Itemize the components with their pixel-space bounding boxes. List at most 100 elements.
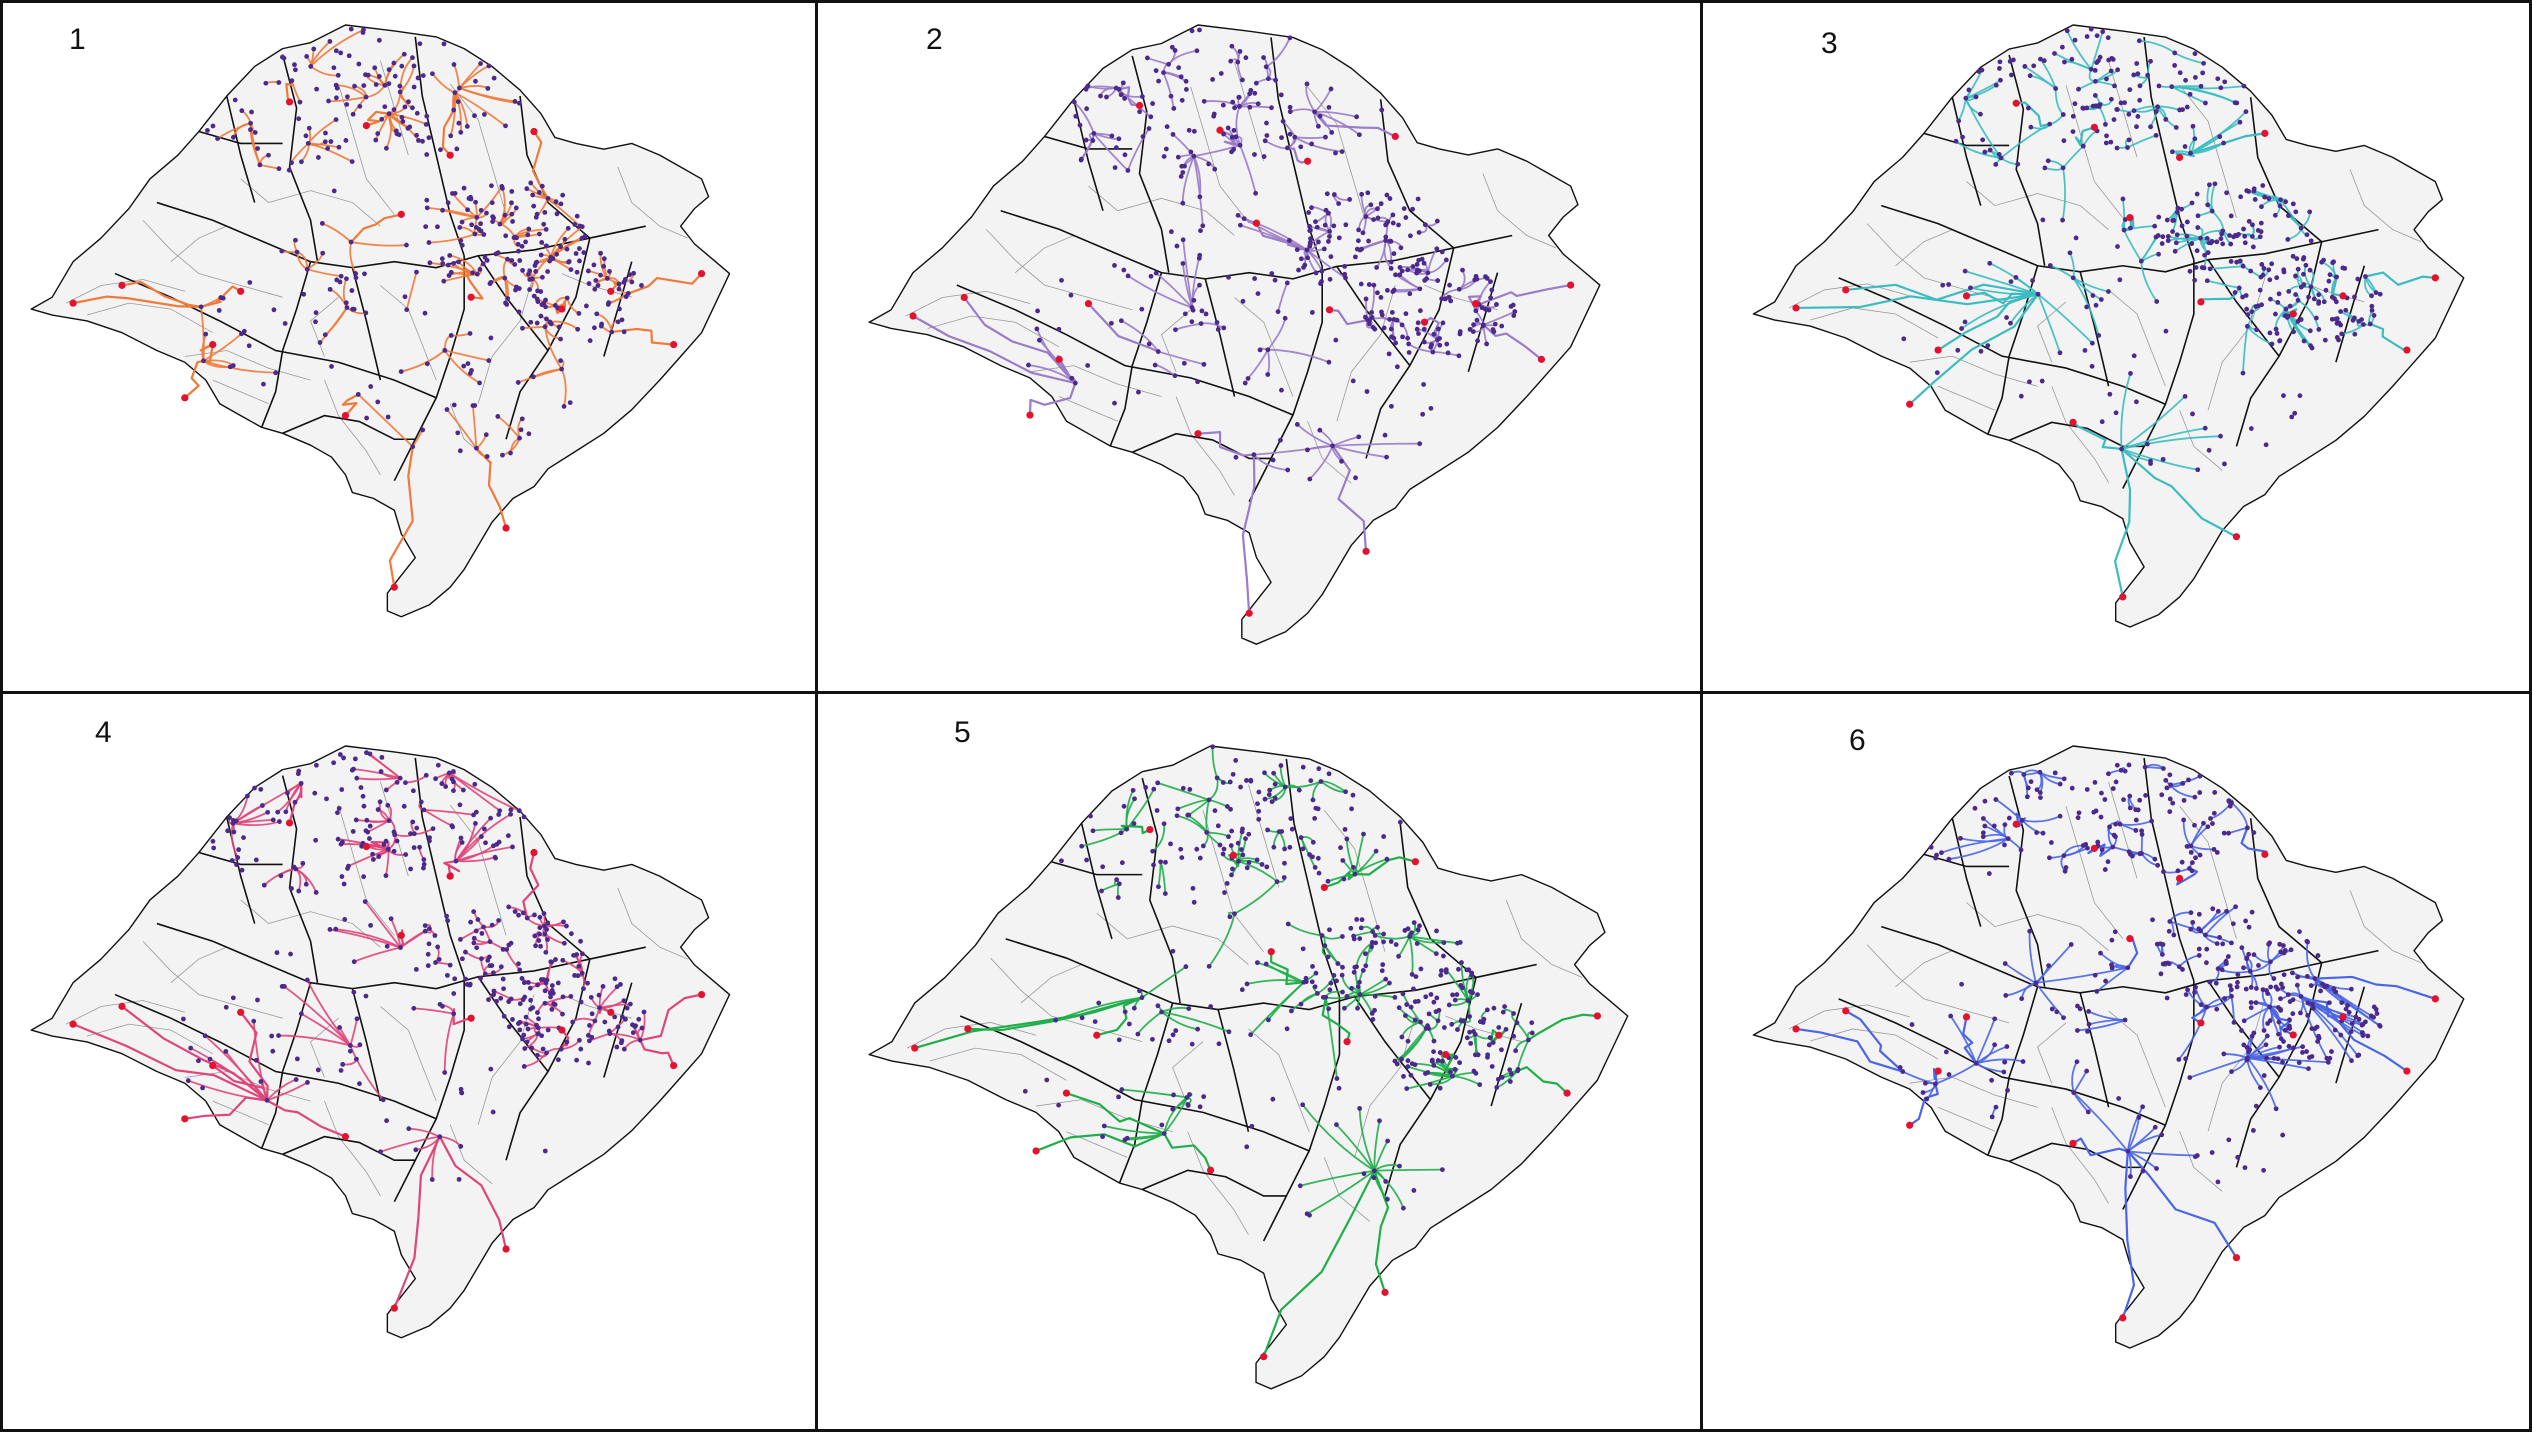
- municipal-border: [184, 350, 311, 381]
- node-point: [1275, 309, 1281, 315]
- node-point: [1421, 260, 1427, 266]
- node-point: [514, 235, 519, 241]
- node-point: [276, 1033, 281, 1038]
- state-map: [868, 24, 1601, 645]
- node-point: [619, 317, 625, 323]
- node-point: [1091, 130, 1097, 136]
- node-point: [1415, 927, 1421, 933]
- node-point: [2092, 780, 2098, 785]
- node-point: [1993, 797, 1999, 802]
- node-point: [2027, 379, 2032, 385]
- node-point: [1402, 928, 1408, 933]
- hub-point: [1593, 1012, 1602, 1020]
- node-point: [1210, 77, 1216, 82]
- route-line: [1265, 37, 1291, 68]
- node-point: [315, 1067, 321, 1073]
- node-point: [1399, 1056, 1405, 1062]
- node-point: [1195, 379, 1200, 385]
- hub-point: [1245, 609, 1253, 617]
- node-point: [2291, 1045, 2296, 1051]
- node-point: [2102, 797, 2108, 802]
- node-point: [1197, 252, 1203, 258]
- node-point: [351, 306, 357, 312]
- node-point: [2091, 809, 2097, 815]
- node-point: [317, 340, 323, 345]
- node-point: [1315, 806, 1321, 812]
- route-line: [1121, 1088, 1188, 1099]
- node-point: [1943, 1049, 1949, 1055]
- node-point: [1399, 268, 1405, 274]
- node-point: [1180, 237, 1186, 243]
- node-point: [1259, 862, 1265, 867]
- node-point: [1116, 881, 1122, 887]
- node-point: [540, 1046, 546, 1052]
- route-line: [1345, 838, 1356, 875]
- node-point: [1292, 134, 1298, 140]
- node-point: [2179, 859, 2185, 865]
- node-point: [549, 988, 555, 993]
- node-point: [2074, 1059, 2080, 1065]
- node-point: [2278, 197, 2284, 203]
- route-line: [2127, 1117, 2140, 1152]
- node-point: [2286, 288, 2292, 294]
- node-point: [1406, 350, 1412, 355]
- route-line: [413, 1007, 454, 1015]
- node-point: [1980, 830, 1986, 836]
- node-point: [542, 1148, 548, 1154]
- node-point: [560, 994, 566, 1000]
- node-point: [1315, 123, 1321, 129]
- node-point: [1405, 335, 1411, 341]
- node-point: [2269, 261, 2275, 267]
- hub-point: [341, 411, 350, 420]
- node-point: [1416, 230, 1422, 235]
- node-point: [425, 963, 431, 969]
- node-point: [472, 781, 478, 787]
- node-point: [1356, 434, 1362, 440]
- node-point: [2092, 103, 2098, 109]
- node-point: [1394, 1061, 1400, 1067]
- node-point: [2114, 762, 2120, 768]
- node-point: [1249, 1123, 1255, 1129]
- node-point: [1379, 107, 1385, 113]
- node-point: [1989, 1077, 1995, 1083]
- route-trunk: [1845, 283, 2039, 301]
- node-point: [510, 1017, 515, 1022]
- node-point: [2064, 28, 2070, 34]
- node-point: [2140, 1104, 2146, 1110]
- node-point: [411, 63, 417, 69]
- node-point: [1471, 1029, 1476, 1034]
- node-point: [335, 836, 341, 842]
- node-point: [289, 78, 295, 84]
- node-point: [534, 259, 540, 265]
- node-point: [1163, 146, 1169, 152]
- node-point: [1126, 1021, 1132, 1027]
- node-point: [2131, 108, 2137, 114]
- municipal-border: [1810, 307, 1939, 339]
- node-point: [1316, 239, 1321, 245]
- node-point: [2126, 849, 2132, 855]
- node-point: [1197, 1104, 1203, 1110]
- node-point: [2089, 363, 2095, 369]
- node-point: [1435, 337, 1440, 343]
- node-point: [313, 837, 319, 843]
- node-point: [1473, 1070, 1479, 1076]
- node-point: [2228, 213, 2234, 219]
- node-points: [1026, 27, 1518, 482]
- node-point: [1312, 984, 1318, 990]
- municipal-border: [2349, 169, 2422, 243]
- route-line: [2028, 931, 2037, 984]
- node-point: [1909, 1022, 1915, 1027]
- node-point: [1116, 86, 1122, 92]
- node-point: [1088, 813, 1093, 819]
- node-point: [1408, 233, 1413, 239]
- node-point: [530, 192, 536, 198]
- node-point: [1069, 375, 1075, 381]
- node-point: [1411, 1188, 1417, 1193]
- node-point: [2228, 987, 2234, 993]
- node-point: [2290, 997, 2296, 1003]
- node-point: [1114, 877, 1120, 883]
- route-line: [2190, 111, 2247, 154]
- node-point: [523, 239, 528, 245]
- node-point: [2037, 769, 2043, 775]
- node-point: [2099, 847, 2105, 853]
